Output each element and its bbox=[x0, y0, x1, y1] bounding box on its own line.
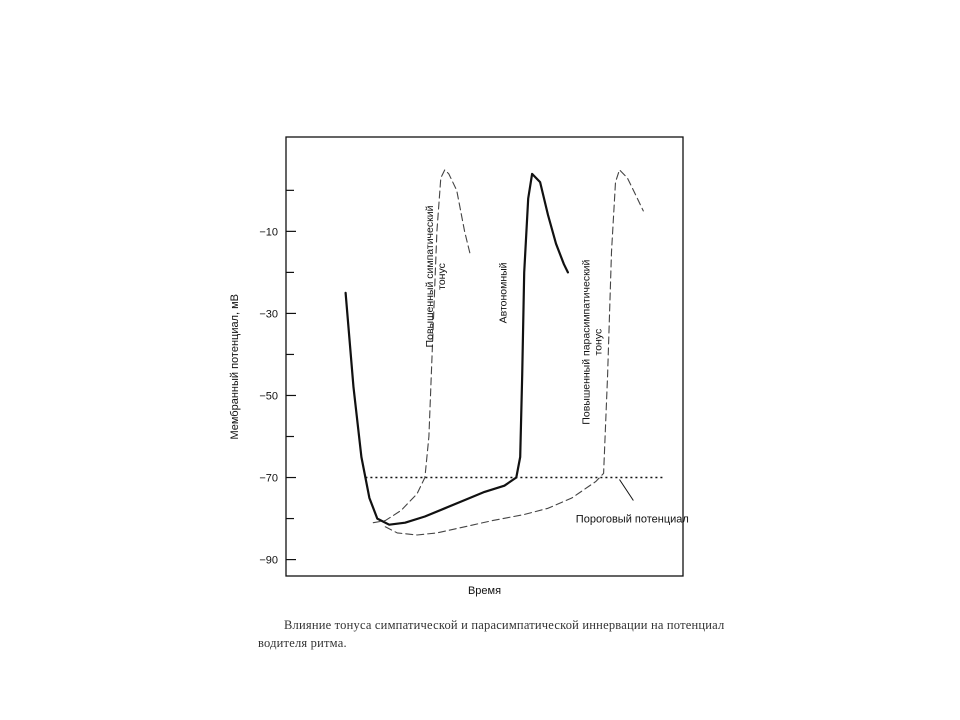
y-tick-label: −30 bbox=[259, 308, 278, 320]
series-label-autonomous: Автономный bbox=[497, 262, 509, 323]
series-lines bbox=[344, 169, 644, 536]
y-tick-label: −70 bbox=[259, 473, 278, 485]
series-line-parasympathetic bbox=[384, 169, 644, 536]
plot-frame bbox=[285, 136, 684, 577]
y-tick-label: −50 bbox=[259, 390, 278, 402]
x-axis-label: Время bbox=[468, 585, 501, 597]
threshold-label: Пороговый потенциал bbox=[576, 514, 689, 526]
y-axis-label: Мембранный потенциал, мВ bbox=[229, 294, 241, 440]
y-tick-label: −90 bbox=[259, 555, 278, 567]
series-line-sympathetic bbox=[372, 169, 472, 524]
threshold-leader-line bbox=[619, 479, 634, 501]
series-line-autonomous bbox=[344, 172, 570, 526]
series-label-parasympathetic: Повышенный парасимпатическийтонус bbox=[581, 259, 605, 424]
figure-caption: Влияние тонуса симпатической и парасимпа… bbox=[258, 618, 725, 650]
series-label-sympathetic: Повышенный симпатическийтонус bbox=[424, 205, 448, 347]
y-axis-ticks: −10 −30 −50 −70 −90 bbox=[259, 189, 296, 567]
y-tick-label: −10 bbox=[259, 226, 278, 238]
